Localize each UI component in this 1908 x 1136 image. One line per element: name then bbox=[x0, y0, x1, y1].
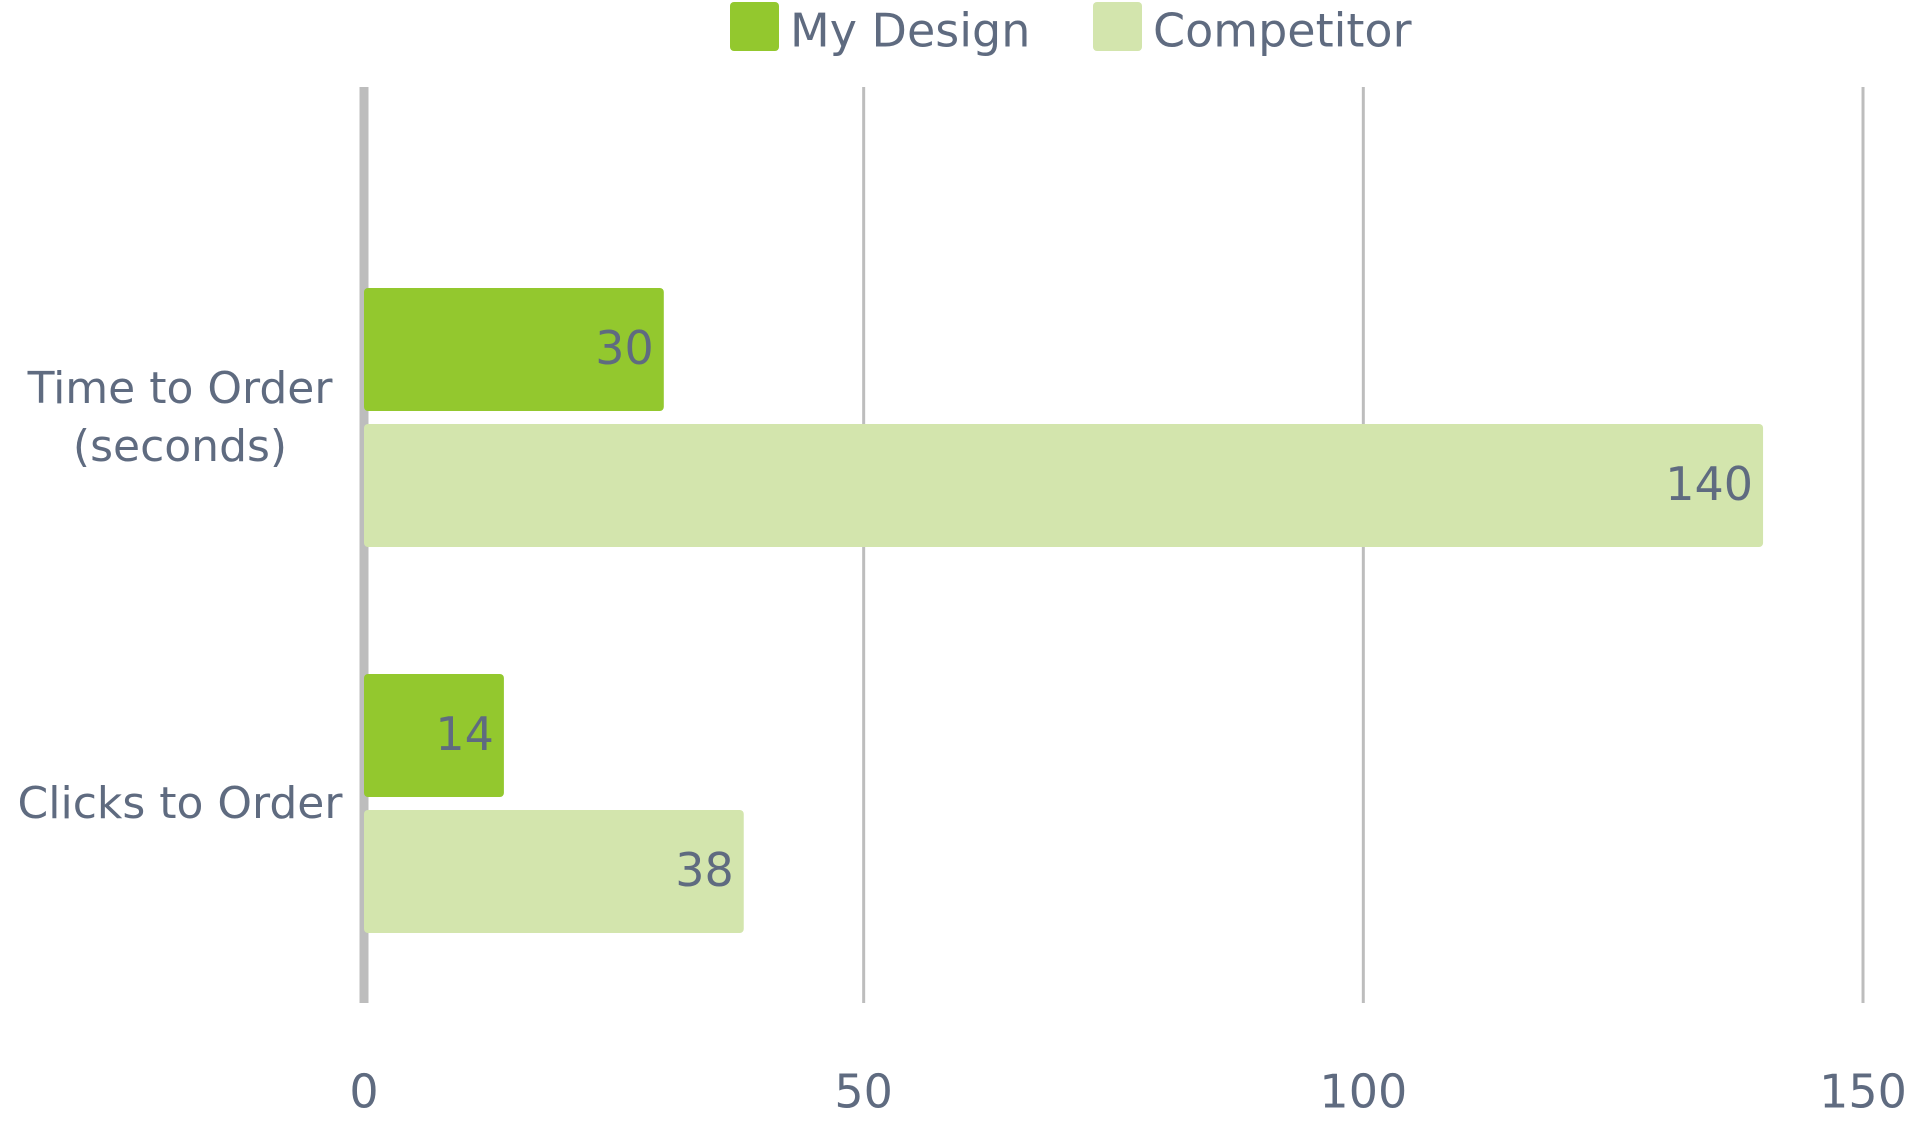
y-tick-label: Time to Order (seconds) bbox=[27, 362, 333, 472]
x-tick-label: 50 bbox=[834, 1065, 893, 1119]
legend-swatch bbox=[1093, 2, 1142, 51]
bar bbox=[364, 424, 1764, 547]
bar bbox=[364, 810, 744, 933]
legend-label: Competitor bbox=[1153, 4, 1412, 58]
x-tick-label: 100 bbox=[1319, 1065, 1407, 1119]
x-tick-label: 0 bbox=[349, 1065, 378, 1119]
bar bbox=[364, 288, 664, 411]
value-label: 140 bbox=[1665, 457, 1753, 511]
value-label: 30 bbox=[595, 321, 654, 375]
x-tick-label: 150 bbox=[1819, 1065, 1907, 1119]
legend-swatch bbox=[730, 2, 779, 51]
legend-label: My Design bbox=[790, 4, 1030, 58]
value-label: 14 bbox=[435, 707, 494, 761]
value-label: 38 bbox=[675, 843, 734, 897]
bar bbox=[364, 674, 504, 797]
y-tick-label: Clicks to Order bbox=[17, 777, 343, 829]
